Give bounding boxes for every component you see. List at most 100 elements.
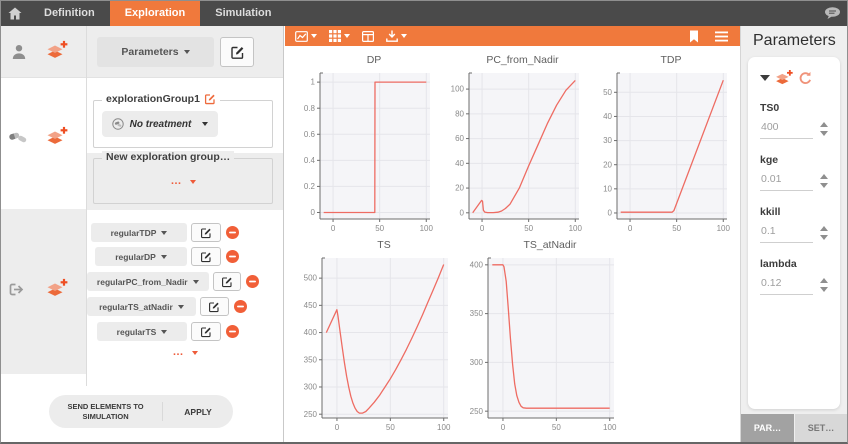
parameter-label: lambda xyxy=(760,258,797,270)
stepper-down-icon[interactable] xyxy=(820,183,828,188)
menu-icon xyxy=(715,31,728,41)
stepper-up-icon[interactable] xyxy=(820,122,828,127)
remove-output-button[interactable] xyxy=(226,250,239,263)
charts-panel: DP 0 50 100 0 0.2 0.4 0.6 0.8 1 PC_from_Nadir 0 50 10… xyxy=(285,26,741,442)
edit-output-button[interactable] xyxy=(191,223,221,242)
edit-output-button[interactable] xyxy=(199,297,229,316)
exploration-group-header: explorationGroup1 xyxy=(102,93,220,105)
pills-icon xyxy=(9,132,27,143)
stepper-down-icon[interactable] xyxy=(820,287,828,292)
output-label: regularTS_atNadir xyxy=(99,301,173,312)
minus-circle-icon xyxy=(234,300,247,313)
send-elements-label: SEND ELEMENTS TO SIMULATION xyxy=(67,401,144,421)
svg-text:400: 400 xyxy=(470,260,484,269)
svg-text:350: 350 xyxy=(470,309,484,318)
parameter-label: kkill xyxy=(760,206,781,218)
chart-title: PC_from_Nadir xyxy=(486,54,559,66)
edit-icon xyxy=(209,301,220,312)
chart-grid-row-2: TS 0 50 100 250 300 350 400 450 500 TS_atNadir 0 50 1… xyxy=(295,239,619,439)
chart-canvas[interactable]: 0 50 100 0 0.2 0.4 0.6 0.8 1 xyxy=(293,67,435,235)
parameter-field-lambda: lambda xyxy=(760,258,828,295)
output-dropdown-regularTS[interactable]: regularTS xyxy=(97,322,187,341)
add-exploration-parameters-button[interactable] xyxy=(45,40,69,61)
minus-circle-icon xyxy=(246,275,259,288)
outputs-more-button[interactable]: … xyxy=(87,346,283,358)
sidebar-divider xyxy=(86,26,87,386)
remove-output-button[interactable] xyxy=(234,300,247,313)
apply-button[interactable]: APPLY xyxy=(163,407,233,417)
minus-circle-icon xyxy=(226,250,239,263)
chart-canvas[interactable]: 0 50 100 0 10 20 30 40 50 xyxy=(590,67,732,235)
parameters-dropdown[interactable]: Parameters xyxy=(97,37,214,67)
stepper-up-icon[interactable] xyxy=(820,278,828,283)
stepper-up-icon[interactable] xyxy=(820,226,828,231)
parameter-input-TS0[interactable] xyxy=(760,121,813,139)
export-icon xyxy=(9,283,24,296)
output-row: regularPC_from_Nadir xyxy=(87,272,283,291)
stepper-down-icon[interactable] xyxy=(820,235,828,240)
remove-output-button[interactable] xyxy=(246,275,259,288)
output-dropdown-regularTDP[interactable]: regularTDP xyxy=(91,223,187,242)
chart-type-dropdown[interactable] xyxy=(295,30,317,42)
collapse-caret-icon[interactable] xyxy=(760,75,770,81)
edit-output-button[interactable] xyxy=(212,272,241,291)
line-chart-icon xyxy=(295,30,308,42)
caret-down-icon xyxy=(311,34,317,38)
chart-canvas[interactable]: 0 50 100 250 300 350 400 450 500 xyxy=(295,252,453,434)
output-dropdown-regularTS_atNadir[interactable]: regularTS_atNadir xyxy=(87,297,196,316)
parameter-input-kkill[interactable] xyxy=(760,225,813,243)
remove-output-button[interactable] xyxy=(226,325,239,338)
svg-text:50: 50 xyxy=(524,224,533,233)
output-dropdown-regularPC_from_Nadir[interactable]: regularPC_from_Nadir xyxy=(87,272,209,291)
send-elements-button[interactable]: SEND ELEMENTS TO SIMULATION xyxy=(49,402,162,422)
add-exploration-group-button[interactable] xyxy=(45,126,69,147)
stepper xyxy=(820,174,828,191)
speech-bubble-icon xyxy=(824,7,840,19)
button-divider xyxy=(162,401,164,422)
bookmark-button[interactable] xyxy=(689,30,699,43)
download-dropdown[interactable] xyxy=(386,30,407,42)
caret-down-icon xyxy=(160,254,167,259)
svg-text:100: 100 xyxy=(568,224,582,233)
table-view-button[interactable] xyxy=(362,30,374,42)
add-exploration-output-button[interactable] xyxy=(45,278,69,299)
remove-output-button[interactable] xyxy=(226,226,239,239)
new-group-more-button[interactable]: … xyxy=(94,175,272,187)
output-dropdown-regularDP[interactable]: regularDP xyxy=(95,247,187,266)
edit-parameters-button[interactable] xyxy=(220,37,254,67)
stepper-down-icon[interactable] xyxy=(820,131,828,136)
chart-canvas[interactable]: 0 50 100 250 300 350 400 xyxy=(461,252,619,434)
treatment-dropdown-label: No treatment xyxy=(129,118,192,130)
charts-menu-button[interactable] xyxy=(715,31,728,42)
new-group-label-text: New exploration group… xyxy=(106,151,231,163)
tab-parameters[interactable]: PAR… xyxy=(741,414,794,442)
treatment-dropdown[interactable]: No treatment xyxy=(102,111,218,137)
chart-canvas[interactable]: 0 50 100 0 20 40 60 80 100 xyxy=(442,67,584,235)
stepper-up-icon[interactable] xyxy=(820,174,828,179)
reset-icon[interactable] xyxy=(798,71,813,86)
home-button[interactable] xyxy=(1,1,29,26)
output-label: regularTS xyxy=(116,326,157,337)
caret-down-icon xyxy=(202,122,209,126)
edit-output-button[interactable] xyxy=(191,322,221,341)
rename-group-icon[interactable] xyxy=(204,93,216,105)
add-parameter-set-button[interactable] xyxy=(774,69,794,87)
edit-output-button[interactable] xyxy=(191,247,221,266)
tab-simulation[interactable]: Simulation xyxy=(200,1,286,26)
chat-button[interactable] xyxy=(817,1,847,26)
exploration-sidebar: Parameters explorationGroup1 xyxy=(1,26,284,442)
chart-layout-dropdown[interactable] xyxy=(329,30,350,42)
right-panel-tabs: PAR… SET… xyxy=(741,414,847,442)
svg-text:100: 100 xyxy=(420,224,434,233)
tab-settings[interactable]: SET… xyxy=(795,414,847,442)
parameter-input-kge[interactable] xyxy=(760,173,813,191)
svg-text:0.6: 0.6 xyxy=(304,130,316,139)
tab-exploration[interactable]: Exploration xyxy=(109,1,201,26)
caret-down-icon xyxy=(161,230,168,235)
output-row: regularTS_atNadir xyxy=(87,297,283,316)
tab-label: Definition xyxy=(44,7,95,19)
svg-text:300: 300 xyxy=(470,358,484,367)
tab-definition[interactable]: Definition xyxy=(29,1,110,26)
parameter-input-lambda[interactable] xyxy=(760,277,813,295)
